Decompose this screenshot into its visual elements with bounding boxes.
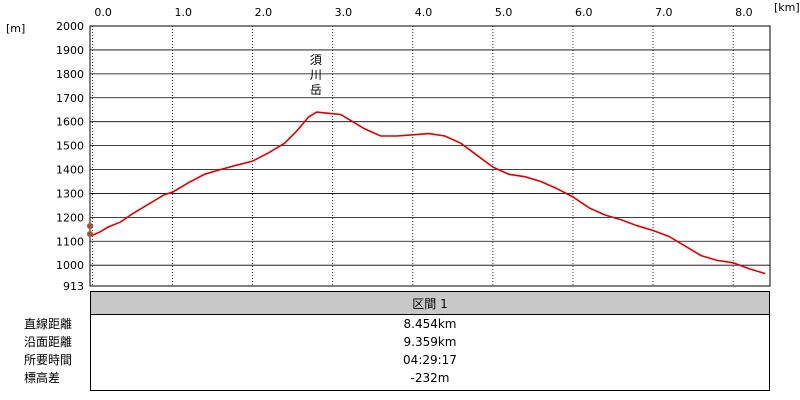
- y-tick-label: 1400: [56, 164, 84, 177]
- y-tick-label: 1700: [56, 92, 84, 105]
- y-tick-label: 1500: [56, 140, 84, 153]
- y-tick-label: 1800: [56, 68, 84, 81]
- surface-distance-label: 沿面距離: [24, 335, 73, 349]
- x-tick-labels: 0.0 1.0 2.0 3.0 4.0 5.0 6.0 7.0 8.0: [94, 6, 752, 19]
- x-tick-label: 4.0: [415, 6, 433, 19]
- start-marker-dot: [87, 223, 93, 229]
- start-marker: [87, 223, 93, 237]
- x-tick-label: 5.0: [495, 6, 513, 19]
- straight-distance-value: 8.454km: [403, 317, 457, 331]
- y-tick-label: 1300: [56, 187, 84, 200]
- y-unit-label: [m]: [6, 22, 25, 35]
- y-tick-labels: 2000 1900 1800 1700 1600 1500 1400 1300 1200 1100…: [56, 20, 84, 290]
- x-unit-label: [km]: [774, 1, 800, 14]
- straight-distance-label: 直線距離: [24, 317, 73, 331]
- x-tick-label: 3.0: [335, 6, 353, 19]
- duration-value: 04:29:17: [403, 353, 457, 367]
- stats-box: [90, 315, 770, 391]
- y-tick-label: 2000: [56, 20, 84, 33]
- x-tick-label: 1.0: [174, 6, 192, 19]
- y-tick-label: 1000: [56, 259, 84, 272]
- x-tick-label: 0.0: [94, 6, 112, 19]
- y-tick-label: 1600: [56, 116, 84, 129]
- elevation-line: [92, 111, 766, 275]
- plot-frame: [89, 25, 771, 287]
- x-tick-label: 7.0: [655, 6, 673, 19]
- start-marker-dot: [87, 231, 93, 237]
- peak-label-char: 須: [310, 53, 322, 67]
- y-tick-label: 1100: [56, 235, 84, 248]
- y-tick-label: 913: [63, 280, 84, 290]
- elevation-diff-label: 標高差: [24, 371, 61, 385]
- peak-label: 須川岳: [310, 53, 322, 97]
- grid-lines: [90, 26, 770, 286]
- peak-label-char: 川: [310, 68, 322, 82]
- y-tick-label: 1900: [56, 44, 84, 57]
- x-tick-label: 6.0: [575, 6, 593, 19]
- duration-label: 所要時間: [24, 353, 73, 367]
- surface-distance-value: 9.359km: [403, 335, 457, 349]
- y-tick-label: 1200: [56, 211, 84, 224]
- elevation-diff-value: -232m: [410, 371, 450, 385]
- x-tick-label: 8.0: [735, 6, 753, 19]
- peak-label-char: 岳: [310, 83, 322, 97]
- elevation-chart: [m] [km] 2000 1900 1800 1700 1600 1500 1400 130…: [6, 1, 800, 290]
- section-header: 区間 1: [90, 291, 770, 315]
- x-tick-label: 2.0: [255, 6, 273, 19]
